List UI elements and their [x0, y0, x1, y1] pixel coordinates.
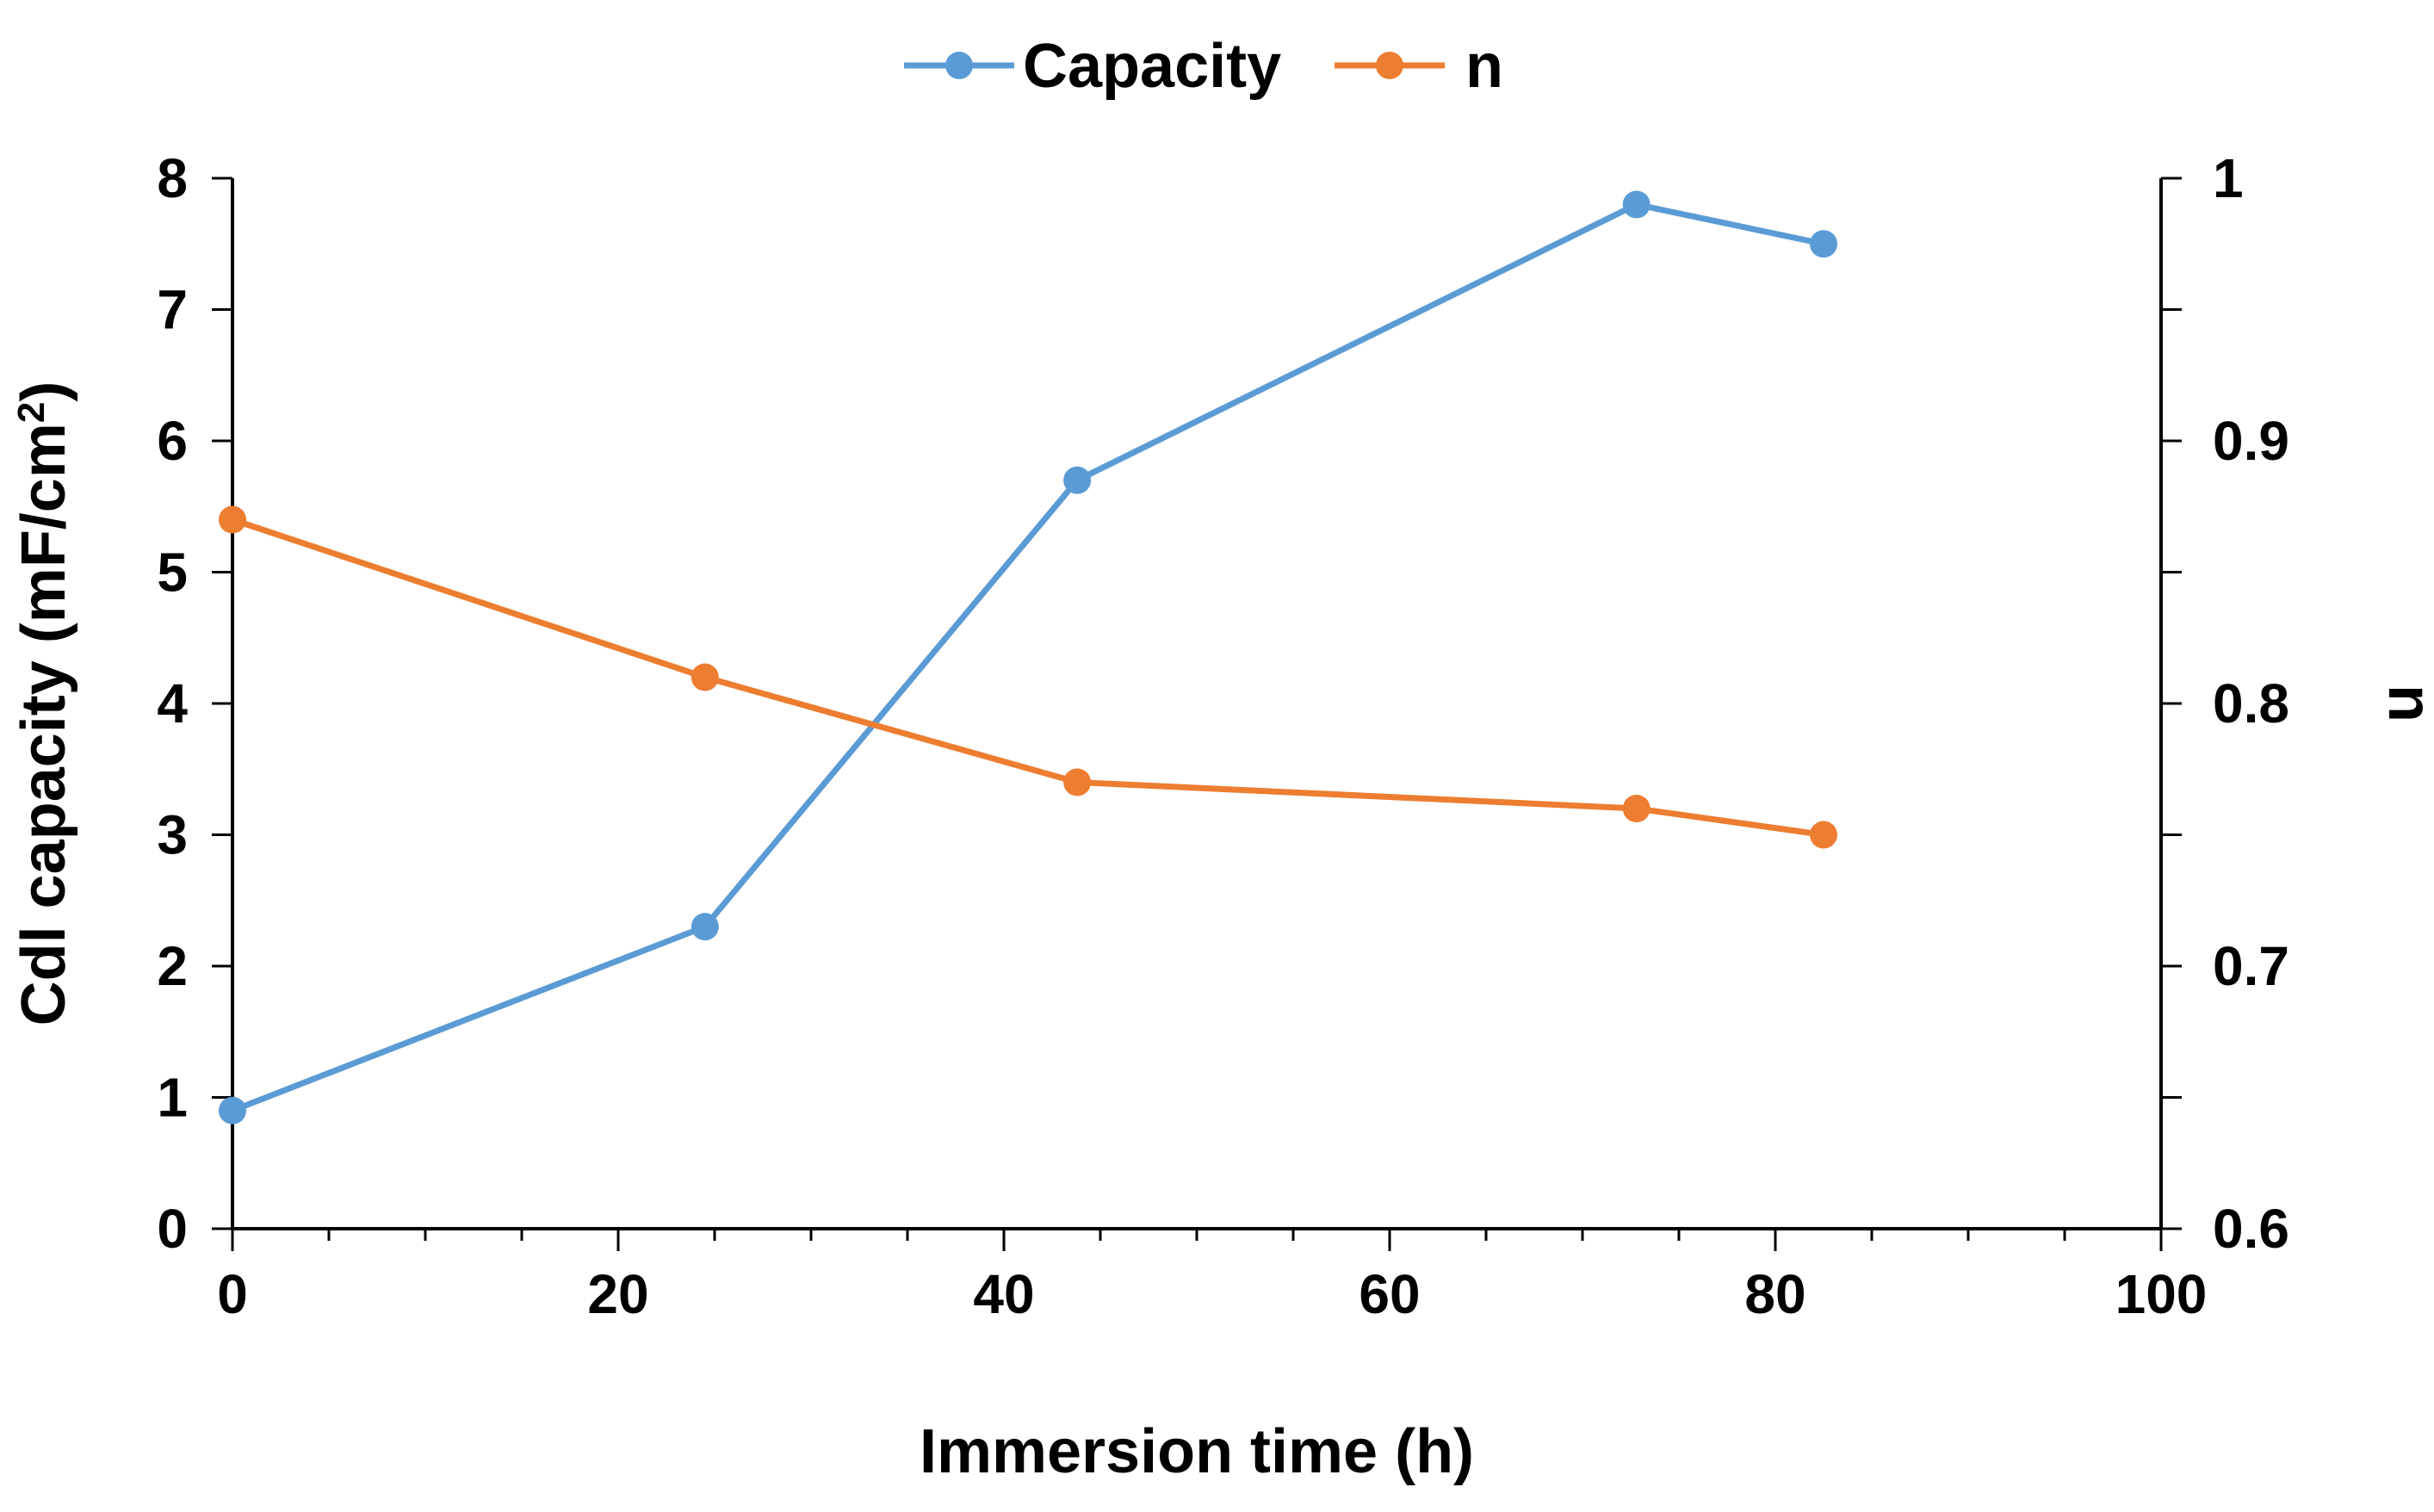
data-point-capacity [1810, 230, 1837, 258]
y-tick-label: 0 [157, 1198, 188, 1260]
x-tick-label: 40 [973, 1263, 1034, 1325]
y2-tick-label: 0.6 [2213, 1198, 2289, 1260]
data-point-n [691, 663, 719, 691]
x-tick-label: 0 [217, 1263, 248, 1325]
y2-tick-label: 0.9 [2213, 410, 2289, 472]
data-point-n [219, 505, 246, 534]
legend: Capacity n [904, 32, 1503, 101]
y-axis-title: Cdl capacity (mF/cm2) [9, 381, 78, 1026]
data-point-capacity [691, 913, 719, 941]
y-tick-label: 3 [157, 804, 188, 866]
legend-marker-capacity [945, 52, 973, 79]
data-point-n [1622, 795, 1651, 822]
x-tick-label: 20 [587, 1263, 648, 1325]
y-tick-label: 6 [157, 410, 188, 472]
y-tick-label: 2 [157, 935, 188, 997]
data-point-capacity [219, 1096, 246, 1125]
data-point-n [1810, 821, 1837, 849]
data-point-capacity [1622, 190, 1651, 219]
y-axis-title-end: ) [9, 381, 78, 402]
y-tick-label: 4 [157, 672, 188, 734]
y-axis-title-main: Cdl capacity (mF/cm [9, 423, 78, 1026]
x-tick-label: 60 [1359, 1263, 1420, 1325]
legend-marker-n [1376, 52, 1403, 79]
x-axis-title: Immersion time (h) [920, 1417, 1474, 1486]
y2-tick-label: 0.8 [2213, 672, 2289, 734]
legend-label-n: n [1465, 32, 1503, 101]
x-tick-label: 80 [1744, 1263, 1805, 1325]
x-tick-label: 100 [2115, 1263, 2208, 1325]
y-tick-label: 8 [157, 147, 188, 209]
data-point-capacity [1063, 466, 1092, 494]
y-tick-label: 7 [157, 279, 188, 341]
data-point-n [1063, 768, 1092, 796]
y2-tick-label: 0.7 [2213, 935, 2289, 997]
y-tick-label: 1 [157, 1067, 188, 1129]
y2-tick-label: 1 [2213, 147, 2244, 209]
legend-label-capacity: Capacity [1023, 32, 1281, 101]
y-tick-label: 5 [157, 542, 188, 604]
y2-axis-title: n [2375, 685, 2434, 722]
series-layer [219, 190, 1837, 1125]
axes: 0 20 40 60 80 100 0 1 2 3 4 5 6 7 8 0.6 0.7 0.8 0.9 1 [157, 147, 2289, 1325]
y-axis-title-superscript: 2 [10, 402, 53, 423]
